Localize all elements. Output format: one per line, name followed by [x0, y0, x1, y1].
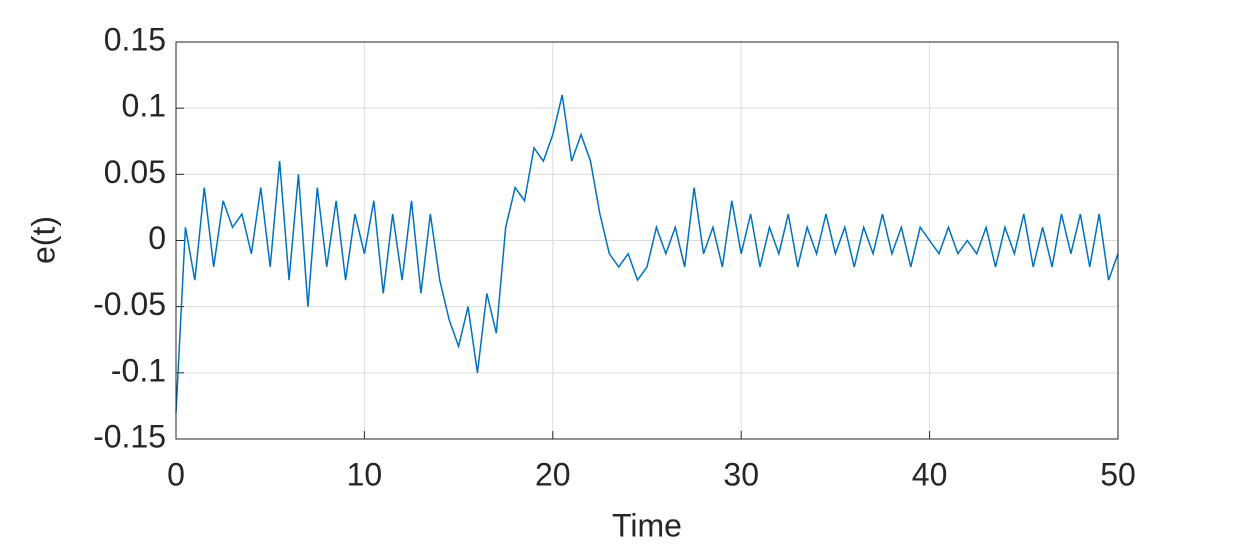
- y-axis-label: e(t): [25, 216, 61, 264]
- x-tick-label: 40: [912, 456, 948, 492]
- y-tick-label: -0.05: [93, 286, 166, 322]
- y-tick-label: -0.15: [93, 418, 166, 454]
- y-tick-label: 0.1: [122, 88, 166, 124]
- y-tick-label: 0: [148, 220, 166, 256]
- x-tick-label: 20: [535, 456, 571, 492]
- data-line: [175, 94, 1119, 413]
- x-tick-label: 0: [167, 456, 185, 492]
- plot-frame: [175, 41, 1119, 440]
- x-tick-label: 30: [723, 456, 759, 492]
- y-tick-label: -0.1: [111, 352, 166, 388]
- x-tick-label: 10: [347, 456, 383, 492]
- y-tick-label: 0.15: [104, 21, 166, 57]
- y-tick-label: 0.05: [104, 154, 166, 190]
- x-tick-label: 50: [1100, 456, 1136, 492]
- x-axis-label: Time: [612, 507, 682, 543]
